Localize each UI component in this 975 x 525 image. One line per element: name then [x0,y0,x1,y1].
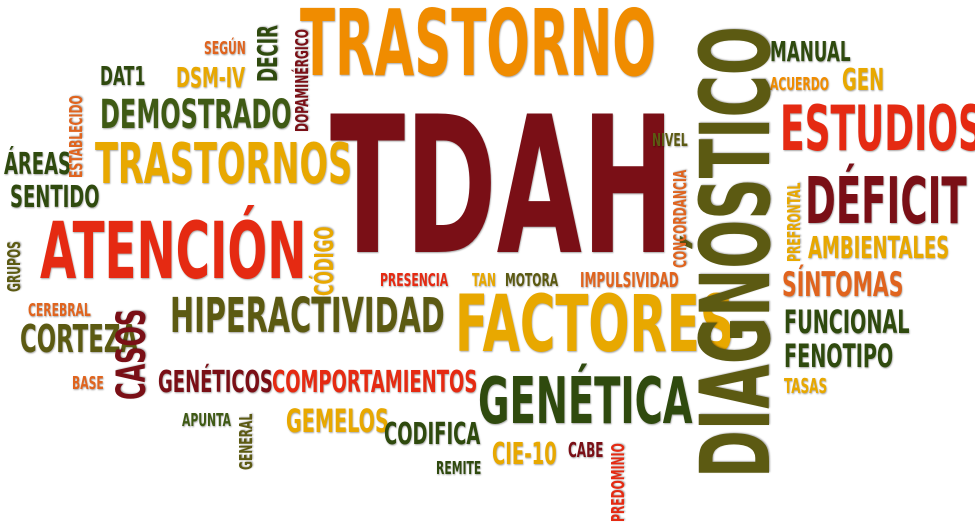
word-segun: SEGÚN [204,38,246,59]
word-dsmiv: DSM-IV [176,61,245,94]
word-corteza: CORTEZA [20,317,138,361]
word-general: GENERAL [236,413,257,470]
word-establecido: ESTABLECIDO [66,95,87,178]
word-areas: ÁREAS [4,147,71,182]
word-cabe: CABE [568,438,604,462]
word-trastornos: TRASTORNOS [95,132,353,197]
word-sintomas: SÍNTOMAS [782,265,904,305]
word-decir: DECIR [251,25,284,82]
word-codifica: CODIFICA [384,417,481,452]
word-estudios: ESTUDIOS [780,92,975,165]
word-codigo: CÓDIGO [310,226,340,296]
word-trastorno: TRASTORNO [300,0,656,97]
word-remite: REMITE [436,458,482,479]
word-demostrado: DEMOSTRADO [100,92,292,138]
word-atencion: ATENCIÓN [40,207,307,297]
word-gen: GEN [842,63,885,98]
word-motora: MOTORA [505,270,559,291]
word-cie10: CIE-10 [492,437,557,472]
word-nivel: NIVEL [652,130,688,151]
word-ambientales: AMBIENTALES [808,231,950,266]
word-hiperactividad: HIPERACTIVIDAD [170,288,445,344]
word-apunta: APUNTA [182,410,231,431]
word-grupos: GRUPOS [4,241,25,292]
word-deficit: DÉFICIT [805,165,967,239]
word-presencia: PRESENCIA [380,270,449,291]
word-prefrontal: PREFRONTAL [784,182,805,262]
word-gemelos: GEMELOS [286,402,389,440]
word-dopaminergico: DOPAMINÉRGICO [292,29,313,132]
word-fenotipo: FENOTIPO [784,337,894,375]
word-sentido: SENTIDO [10,180,100,215]
word-concordancia: CONCORDANCIA [670,169,691,268]
word-base: BASE [72,373,104,394]
word-tasas: TASAS [784,374,828,398]
word-casos: CASOS [109,308,155,400]
word-diagnostico: DIAGNÓSTICO [680,26,792,478]
word-tdah: TDAH [330,76,675,297]
word-predominio: PREDOMINIO [608,443,629,522]
word-funcional: FUNCIONAL [784,303,910,341]
word-acuerdo: ACUERDO [770,74,829,95]
word-factores: FACTORES [455,280,735,370]
word-geneticos: GENÉTICOS [158,365,273,400]
word-genetica: GENÉTICA [478,365,693,439]
word-dat1: DAT1 [100,62,146,92]
word-comportamientos: COMPORTAMIENTOS [272,365,478,400]
word-tan: TAN [472,270,496,291]
word-cerebral: CEREBRAL [28,300,91,321]
word-manual: MANUAL [770,35,851,68]
word-impulsividad: IMPULSIVIDAD [580,268,679,292]
